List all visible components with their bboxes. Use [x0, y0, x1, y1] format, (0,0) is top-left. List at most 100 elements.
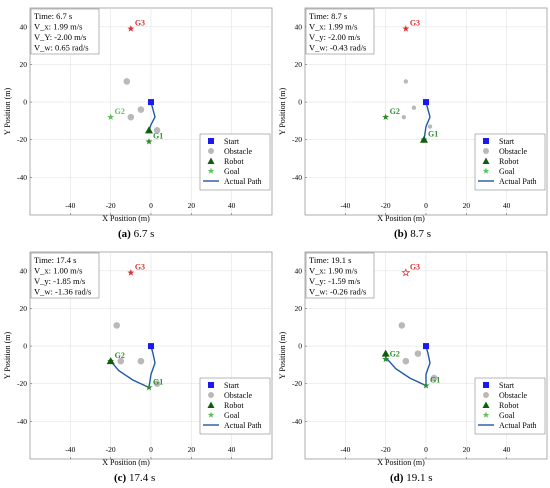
y-tick-label: 0	[298, 342, 302, 351]
info-line: V_Y: -2.00 m/s	[34, 32, 86, 42]
start-marker	[148, 343, 154, 350]
legend-label: Actual Path	[224, 421, 262, 430]
y-tick-label: 0	[298, 98, 302, 107]
x-tick-label: 0	[149, 201, 153, 210]
goal-label: G1	[153, 377, 163, 386]
y-tick-label: 20	[20, 304, 28, 313]
x-tick-label: 20	[188, 445, 196, 454]
x-tick-label: -20	[381, 445, 391, 454]
info-line: V_x: 1.90 m/s	[309, 266, 357, 276]
robot-marker	[381, 349, 390, 357]
legend-label: Robot	[224, 401, 244, 410]
legend-start-marker	[483, 138, 489, 144]
x-tick-label: -40	[340, 445, 350, 454]
info-line: V_y: -2.00 m/s	[309, 32, 360, 42]
panel-a: -40 -20 0 20 40 -40 -20 0 20 40 X Position (m) Y Po…	[0, 0, 275, 225]
info-line: Time: 6.7 s	[34, 11, 72, 21]
info-line: V_x: 1.00 m/s	[34, 266, 82, 276]
info-line: V_w: -1.36 rad/s	[34, 287, 91, 297]
y-tick-label: 40	[295, 266, 303, 275]
chart-a: -40 -20 0 20 40 -40 -20 0 20 40 X Position (m) Y Po…	[3, 7, 273, 223]
caption-a-text: 6.7 s	[133, 228, 155, 240]
x-tick-label: 40	[228, 201, 236, 210]
legend-label: Start	[499, 137, 515, 146]
x-tick-label: 40	[503, 445, 511, 454]
x-tick-label: -40	[340, 201, 350, 210]
legend-obstacle-marker	[208, 392, 214, 398]
x-tick-label: 0	[424, 201, 428, 210]
legend-label: Goal	[224, 411, 240, 420]
goal-label: G2	[390, 349, 400, 358]
info-line: Time: 17.4 s	[34, 255, 76, 265]
info-box	[305, 252, 375, 299]
x-axis-label: X Position (m)	[102, 458, 150, 467]
caption-c-text: 17.4 s	[128, 472, 156, 484]
obstacle-marker	[127, 113, 135, 121]
y-tick-label: 0	[23, 98, 27, 107]
goal-marker	[127, 25, 135, 32]
obstacle-marker	[398, 322, 406, 329]
goal-marker	[107, 113, 115, 121]
y-tick-label: 40	[20, 22, 28, 31]
x-axis-label: X Position (m)	[377, 214, 425, 223]
legend-label: Obstacle	[224, 147, 252, 156]
legend-label: Goal	[224, 167, 240, 176]
info-box	[30, 8, 100, 55]
caption-d-text: 19.1 s	[406, 472, 433, 484]
x-axis-label: X Position (m)	[102, 214, 150, 223]
caption-d-label: (d)	[390, 472, 404, 484]
info-line: V_x: 1.99 m/s	[34, 22, 82, 32]
goal-marker	[382, 113, 390, 121]
goal-label: G2	[115, 107, 125, 116]
goal-label: G2	[115, 351, 125, 360]
obstacle-marker	[137, 357, 145, 365]
robot-marker	[106, 357, 115, 365]
legend-label: Obstacle	[224, 391, 252, 400]
info-line: V_y: -1.59 m/s	[309, 276, 360, 286]
caption-b: (b) 8.7 s	[394, 228, 431, 240]
caption-a: (a) 6.7 s	[118, 228, 154, 240]
legend-start-marker	[483, 382, 489, 388]
chart-c: -40 -20 0 20 40 -40 -20 0 20 40 X Position (m) Y Po…	[3, 251, 273, 467]
legend-label: Obstacle	[499, 147, 527, 156]
legend-label: Start	[224, 137, 240, 146]
legend-robot-marker	[207, 157, 215, 164]
legend-start-marker	[208, 382, 214, 388]
x-tick-label: 40	[503, 201, 511, 210]
obstacle-marker	[137, 106, 145, 113]
y-tick-label: 20	[295, 304, 303, 313]
y-tick-label: -40	[17, 173, 27, 182]
obstacle-marker	[402, 357, 410, 365]
legend-obstacle-marker	[208, 148, 214, 154]
caption-a-label: (a)	[118, 228, 131, 240]
legend-label: Start	[499, 381, 515, 390]
y-axis-label: Y Position (m)	[3, 88, 12, 136]
y-tick-label: -20	[17, 379, 27, 388]
goal-label: G2	[390, 107, 400, 116]
obstacle-marker	[113, 322, 121, 329]
y-tick-label: -40	[292, 417, 302, 426]
y-axis-label: Y Position (m)	[278, 332, 287, 380]
legend-label: Actual Path	[224, 177, 262, 186]
info-box	[30, 252, 100, 299]
caption-d: (d) 19.1 s	[390, 472, 432, 484]
x-tick-label: 20	[463, 201, 471, 210]
caption-c-label: (c)	[114, 472, 127, 484]
x-tick-label: 0	[424, 445, 428, 454]
start-marker	[423, 99, 429, 106]
info-line: V_w: -0.43 rad/s	[309, 43, 366, 53]
legend-label: Goal	[499, 167, 515, 176]
goal-marker	[402, 25, 410, 32]
y-tick-label: 0	[23, 342, 27, 351]
x-tick-label: -20	[381, 201, 391, 210]
goal-label: G3	[410, 19, 420, 28]
legend-robot-marker	[207, 401, 215, 408]
goal-label: G3	[135, 263, 145, 272]
goal-label: G3	[410, 263, 420, 272]
caption-b-text: 8.7 s	[410, 228, 431, 240]
legend-label: Robot	[499, 401, 519, 410]
y-tick-label: -40	[17, 417, 27, 426]
goal-marker	[145, 138, 153, 145]
caption-b-label: (b)	[394, 228, 408, 240]
caption-c: (c) 17.4 s	[114, 472, 155, 484]
